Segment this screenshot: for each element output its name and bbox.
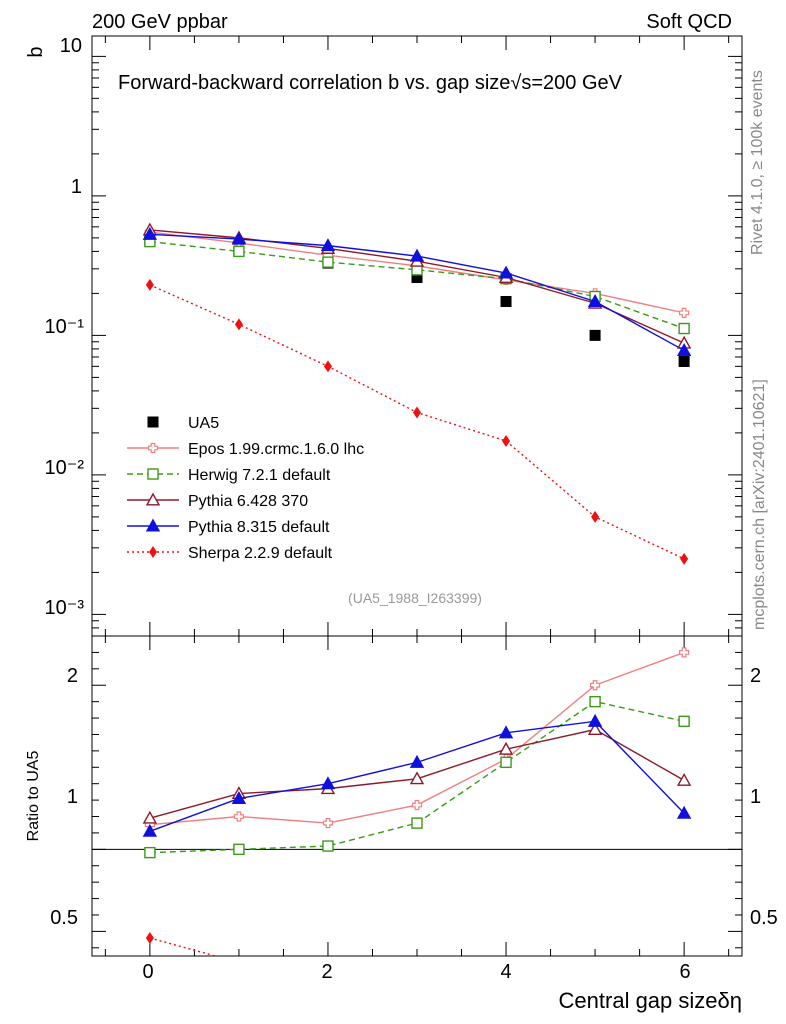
legend-label-sherpa: Sherpa 2.2.9 default xyxy=(188,545,333,562)
ratio-point-sherpa xyxy=(145,931,154,944)
ratio-y-tick-label-1-left: 1 xyxy=(67,786,78,808)
ratio-point-herwig xyxy=(233,843,245,856)
ratio-y-tick-label-2-right: 2 xyxy=(750,665,761,687)
legend-marker-sherpa xyxy=(149,546,157,558)
legend-label-pythia: Pythia 8.315 default xyxy=(188,519,330,536)
ratio-point-herwig xyxy=(678,715,690,728)
ratio-y-tick-label-2-left: 2 xyxy=(67,665,78,687)
data-point-pythia xyxy=(676,342,692,356)
ratio-point-epos xyxy=(233,811,245,822)
main-title-energy: √s=200 GeV xyxy=(510,72,622,94)
legend-marker-pythia xyxy=(145,492,161,506)
ratio-y-axis-label: Ratio to UA5 xyxy=(25,751,42,842)
ratio-line-epos xyxy=(149,651,685,826)
main-title: Forward-backward correlation b vs. gap s… xyxy=(118,72,623,94)
series-line-pythia xyxy=(149,229,685,344)
ratio-point-epos xyxy=(411,799,423,811)
ratio-point-pythia xyxy=(231,791,247,804)
mcplots-label: mcplots.cern.ch [arXiv:2401.10621] xyxy=(751,379,768,630)
data-point-herwig xyxy=(322,256,334,268)
rivet-version-label: Rivet 4.1.0, ≥ 100k events xyxy=(749,70,766,255)
x-tick-label-6: 6 xyxy=(679,961,690,983)
legend-label-ua5: UA5 xyxy=(188,415,219,432)
ratio-y-tick-label-0.5-right: 0.5 xyxy=(750,907,778,929)
y-tick-label-0.01: 10⁻² xyxy=(45,457,85,479)
ratio-point-pythia xyxy=(498,725,514,739)
x-tick-label-0: 0 xyxy=(142,961,153,983)
data-point-pythia xyxy=(320,238,336,252)
data-point-pythia xyxy=(142,226,158,240)
legend-label-epos: Epos 1.99.crmc.1.6.0 lhc xyxy=(188,441,364,458)
ratio-y-tick-label-0.5-left: 0.5 xyxy=(50,907,78,929)
data-point-ua5 xyxy=(411,271,423,283)
legend-marker-herwig xyxy=(147,468,159,480)
legend: UA5 Epos 1.99.crmc.1.6.0 lhc Herwig 7.2.1 … xyxy=(127,415,364,562)
y-axis-label: b xyxy=(25,46,47,57)
ratio-point-pythia xyxy=(676,805,692,819)
data-point-epos xyxy=(679,307,690,318)
x-axis-label: Central gap sizeδη xyxy=(559,988,742,1013)
data-point-pythia xyxy=(498,265,514,279)
y-tick-label-0.001: 10⁻³ xyxy=(45,597,85,619)
ratio-panel-frame xyxy=(91,635,743,957)
ratio-point-epos xyxy=(679,647,690,658)
data-point-sherpa xyxy=(502,434,511,447)
data-point-pythia xyxy=(231,231,247,245)
ratio-point-pythia xyxy=(320,776,336,790)
main-title-text: Forward-backward correlation b vs. gap s… xyxy=(118,72,510,94)
data-point-ua5 xyxy=(500,295,512,307)
data-point-sherpa xyxy=(413,406,421,419)
ratio-series-layer xyxy=(142,647,692,1003)
ratio-point-pythia xyxy=(587,722,603,736)
legend-marker-ua5 xyxy=(147,416,159,428)
data-point-pythia xyxy=(409,248,425,262)
axis-ticks xyxy=(92,36,742,956)
x-tick-label-2: 2 xyxy=(321,961,332,983)
ratio-point-pythia xyxy=(409,771,425,785)
data-point-herwig xyxy=(678,322,690,335)
analysis-watermark: (UA5_1988_I263399) xyxy=(348,590,482,606)
ratio-point-sherpa xyxy=(235,957,243,969)
data-point-sherpa xyxy=(145,278,154,291)
data-point-herwig xyxy=(233,245,245,258)
ratio-point-herwig xyxy=(144,846,156,859)
data-point-sherpa xyxy=(234,318,243,331)
y-tick-label-10: 10 xyxy=(60,35,82,57)
data-point-sherpa xyxy=(591,510,600,523)
ratio-point-herwig xyxy=(500,756,512,769)
ratio-point-epos xyxy=(322,817,334,829)
legend-label-herwig: Herwig 7.2.1 default xyxy=(188,467,331,484)
series-line-sherpa xyxy=(149,284,685,560)
data-point-sherpa xyxy=(680,552,689,565)
data-point-pythia xyxy=(587,294,603,307)
ratio-point-herwig xyxy=(411,817,423,829)
y-tick-label-0.1: 10⁻¹ xyxy=(45,316,85,338)
ratio-point-herwig xyxy=(322,840,334,852)
x-tick-label-4: 4 xyxy=(500,961,511,983)
legend-marker-pythia xyxy=(145,518,161,532)
data-point-sherpa xyxy=(323,360,332,373)
ratio-point-herwig xyxy=(589,695,601,708)
legend-label-pythia: Pythia 6.428 370 xyxy=(188,493,308,510)
data-point-ua5 xyxy=(678,355,690,367)
ratio-point-pythia xyxy=(676,772,692,786)
header-right-label: Soft QCD xyxy=(646,11,732,33)
ratio-y-tick-label-1-right: 1 xyxy=(750,786,761,808)
header-left-label: 200 GeV ppbar xyxy=(92,11,228,33)
ratio-point-epos xyxy=(589,680,601,691)
ratio-point-pythia xyxy=(409,754,425,768)
ratio-point-pythia xyxy=(142,810,158,824)
ratio-point-pythia xyxy=(498,741,514,755)
data-point-ua5 xyxy=(589,329,601,341)
y-tick-label-1: 1 xyxy=(71,176,82,198)
ratio-point-sherpa xyxy=(413,989,421,1001)
main-series-layer xyxy=(142,222,692,565)
ratio-point-pythia xyxy=(142,823,158,837)
ratio-point-pythia xyxy=(587,713,603,727)
legend-marker-epos xyxy=(147,442,159,454)
ratio-point-sherpa xyxy=(502,991,510,1003)
